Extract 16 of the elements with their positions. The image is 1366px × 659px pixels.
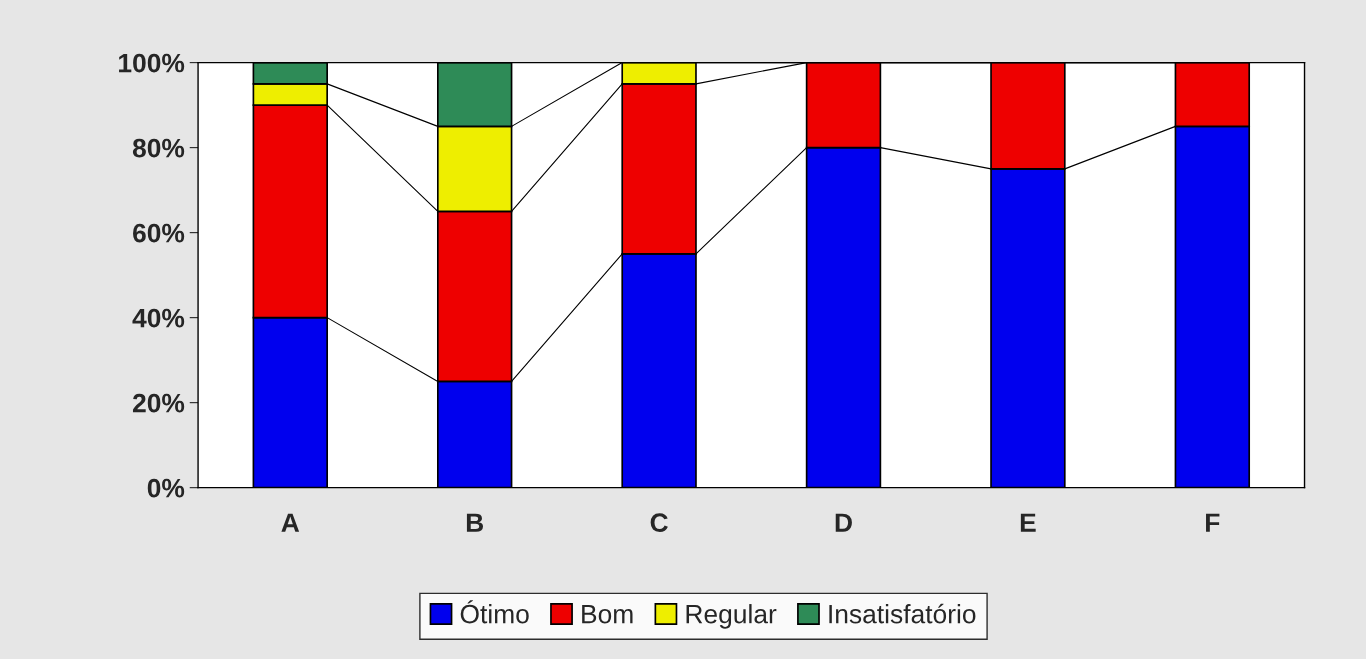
x-tick-label: D [835,513,852,532]
x-tick-label: A [281,513,300,532]
y-tick-label: 0% [147,478,185,498]
x-tick-label: E [1020,513,1036,532]
y-tick-label: 80% [132,138,185,158]
y-tick-label: 100% [119,53,185,73]
legend-label: Ótimo [460,600,529,624]
legend-label: Insatisfatório [829,603,976,624]
y-tick-label: 20% [132,393,185,413]
legend-label: Bom [582,605,633,624]
y-tick-label: 40% [132,308,185,328]
legend-label: Regular [686,604,777,629]
x-tick-label: B [466,513,484,532]
y-tick-label: 60% [133,223,185,243]
x-tick-label: C [650,513,668,533]
x-tick-label: F [1206,513,1220,532]
